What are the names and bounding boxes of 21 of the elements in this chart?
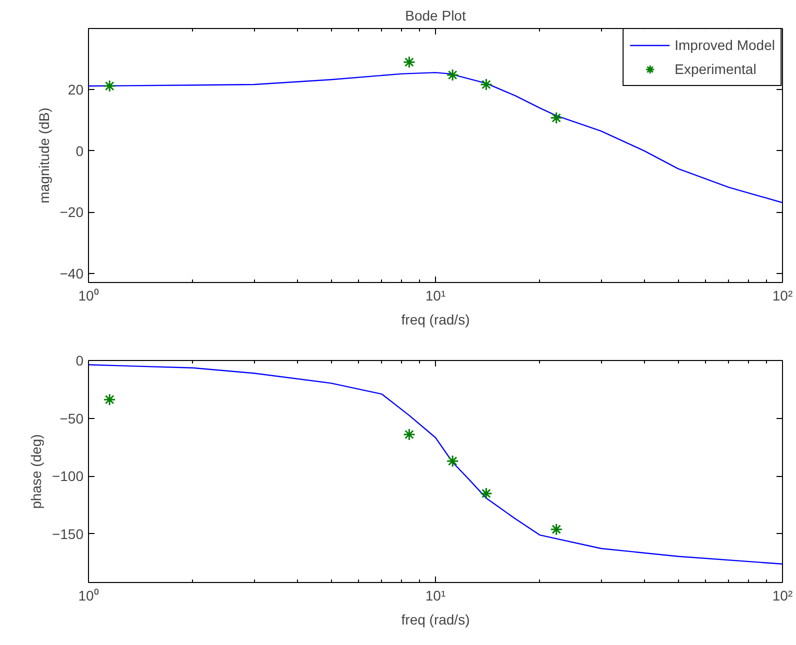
y-tick-label: −20 bbox=[60, 204, 84, 220]
y-axis-title: magnitude (dB) bbox=[36, 108, 52, 204]
y-tick-label: 20 bbox=[68, 82, 84, 98]
y-tick-label: −150 bbox=[52, 526, 84, 542]
y-axis-title: phase (deg) bbox=[28, 434, 44, 509]
legend-label: Improved Model bbox=[674, 37, 775, 53]
x-tick-label: 10² bbox=[772, 288, 793, 304]
x-axis-title: freq (rad/s) bbox=[401, 312, 470, 328]
y-tick-label: 0 bbox=[76, 142, 84, 159]
legend-label: Experimental bbox=[674, 61, 756, 77]
x-tick-label: 10² bbox=[772, 588, 793, 604]
chart-title: Bode Plot bbox=[405, 8, 466, 24]
y-tick-label: 0 bbox=[76, 352, 84, 368]
x-tick-label: 10⁰ bbox=[78, 588, 99, 604]
x-tick-label: 10¹ bbox=[425, 588, 446, 604]
x-tick-label: 10⁰ bbox=[78, 288, 99, 304]
x-axis-title: freq (rad/s) bbox=[401, 612, 470, 628]
y-tick-label: −50 bbox=[60, 410, 84, 426]
y-tick-label: −100 bbox=[52, 468, 84, 484]
y-tick-label: −40 bbox=[60, 265, 84, 282]
x-tick-label: 10¹ bbox=[425, 288, 446, 304]
